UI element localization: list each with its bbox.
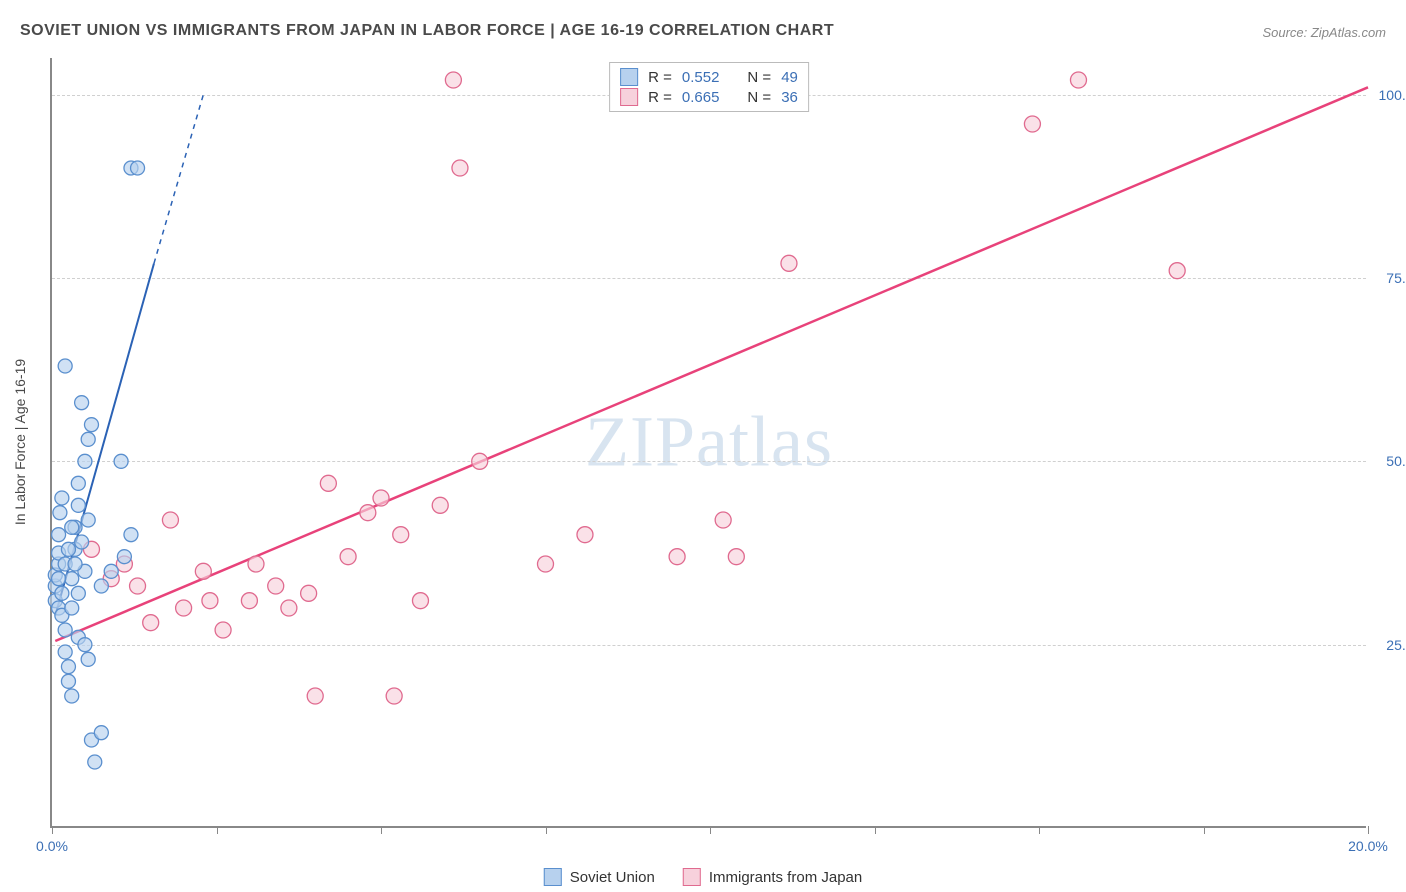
x-tick — [52, 826, 53, 834]
legend-label-japan: Immigrants from Japan — [709, 869, 862, 886]
x-tick-label: 0.0% — [36, 838, 68, 854]
y-tick-label: 75.0% — [1371, 270, 1406, 286]
swatch-japan — [620, 88, 638, 106]
y-tick-label: 100.0% — [1371, 87, 1406, 103]
plot-area: In Labor Force | Age 16-19 ZIPatlas 25.0… — [50, 58, 1366, 828]
stat-n-soviet: 49 — [781, 69, 798, 86]
stat-r-japan: 0.665 — [682, 89, 720, 106]
swatch-japan — [683, 868, 701, 886]
swatch-soviet — [620, 68, 638, 86]
stat-n-japan: 36 — [781, 89, 798, 106]
scatter-svg — [52, 58, 1366, 826]
legend-item-soviet: Soviet Union — [544, 868, 655, 886]
stat-r-soviet: 0.552 — [682, 69, 720, 86]
x-tick — [875, 826, 876, 834]
swatch-soviet — [544, 868, 562, 886]
chart-container: SOVIET UNION VS IMMIGRANTS FROM JAPAN IN… — [0, 0, 1406, 892]
y-tick-label: 50.0% — [1371, 453, 1406, 469]
y-tick-label: 25.0% — [1371, 637, 1406, 653]
x-tick-label: 20.0% — [1348, 838, 1388, 854]
stat-label-n: N = — [747, 89, 771, 106]
chart-title: SOVIET UNION VS IMMIGRANTS FROM JAPAN IN… — [20, 22, 834, 40]
stat-row-soviet: R = 0.552 N = 49 — [620, 67, 798, 87]
stat-label-n: N = — [747, 69, 771, 86]
legend-label-soviet: Soviet Union — [570, 869, 655, 886]
y-axis-title: In Labor Force | Age 16-19 — [12, 359, 28, 525]
stat-label-r: R = — [648, 69, 672, 86]
legend-item-japan: Immigrants from Japan — [683, 868, 862, 886]
stat-row-japan: R = 0.665 N = 36 — [620, 87, 798, 107]
x-tick — [546, 826, 547, 834]
stat-label-r: R = — [648, 89, 672, 106]
source-attribution: Source: ZipAtlas.com — [1262, 25, 1386, 40]
x-tick — [381, 826, 382, 834]
x-tick — [710, 826, 711, 834]
x-tick — [1368, 826, 1369, 834]
x-tick — [217, 826, 218, 834]
x-tick — [1039, 826, 1040, 834]
bottom-legend: Soviet Union Immigrants from Japan — [544, 868, 862, 886]
x-tick — [1204, 826, 1205, 834]
correlation-stats-box: R = 0.552 N = 49 R = 0.665 N = 36 — [609, 62, 809, 112]
